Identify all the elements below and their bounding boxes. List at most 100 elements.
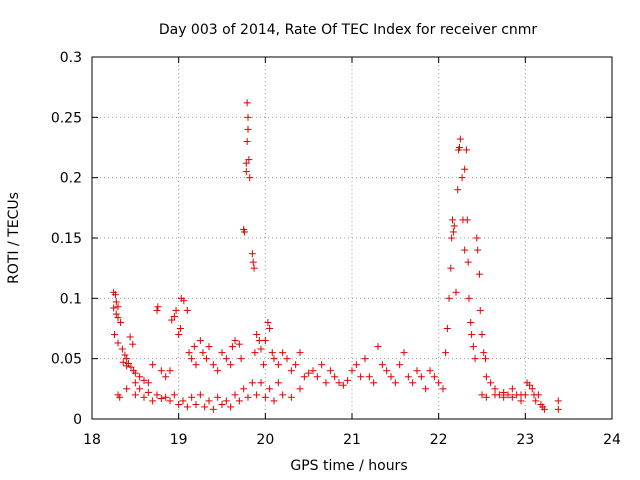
data-point xyxy=(192,401,200,409)
data-point xyxy=(144,388,152,396)
data-point xyxy=(176,325,184,332)
data-point xyxy=(266,385,274,393)
data-point xyxy=(279,391,287,399)
data-point xyxy=(482,393,490,401)
data-point xyxy=(218,349,226,357)
data-point xyxy=(228,343,236,351)
data-point xyxy=(471,355,479,363)
data-point xyxy=(426,367,434,375)
data-point xyxy=(463,216,471,224)
data-point xyxy=(445,294,453,302)
data-point xyxy=(261,337,269,345)
data-point xyxy=(183,403,191,411)
data-point xyxy=(154,303,162,311)
data-point xyxy=(476,306,484,314)
data-point xyxy=(456,135,464,143)
data-point xyxy=(508,385,516,393)
data-point xyxy=(114,314,122,322)
data-point xyxy=(478,391,486,399)
data-point xyxy=(442,349,450,357)
data-point xyxy=(296,385,304,393)
data-point xyxy=(357,373,365,381)
data-point xyxy=(526,381,534,389)
data-point xyxy=(140,376,148,384)
data-point xyxy=(175,331,183,339)
data-point xyxy=(192,361,200,369)
data-point xyxy=(257,379,265,387)
data-point xyxy=(162,373,170,381)
data-point xyxy=(260,361,268,369)
y-tick-label: 0.05 xyxy=(51,352,82,368)
data-point xyxy=(270,355,278,363)
data-point xyxy=(481,355,489,363)
data-point xyxy=(417,373,425,381)
data-point xyxy=(279,349,287,357)
data-point xyxy=(248,250,256,258)
data-point xyxy=(322,379,330,387)
data-point xyxy=(461,246,469,254)
data-point xyxy=(387,373,395,381)
data-point xyxy=(292,361,300,369)
data-point xyxy=(422,385,430,393)
data-point xyxy=(214,367,222,375)
x-tick-label: 19 xyxy=(170,432,188,448)
data-point xyxy=(528,385,536,393)
x-tick-label: 18 xyxy=(83,432,101,448)
data-point xyxy=(111,291,119,299)
data-point xyxy=(110,304,118,312)
data-point xyxy=(517,391,525,399)
data-point xyxy=(153,391,161,399)
x-tick-label: 20 xyxy=(256,432,274,448)
data-point xyxy=(318,361,326,369)
data-point xyxy=(218,401,226,409)
data-point xyxy=(487,379,495,387)
data-point xyxy=(242,159,250,167)
data-point xyxy=(469,343,477,351)
data-point xyxy=(352,361,360,369)
data-point xyxy=(365,373,373,381)
data-point xyxy=(131,391,139,399)
data-point xyxy=(172,306,180,314)
data-point xyxy=(361,355,369,363)
data-point xyxy=(257,345,265,353)
data-point xyxy=(190,343,198,351)
data-point xyxy=(374,343,382,351)
data-point xyxy=(153,306,161,314)
data-point xyxy=(465,294,473,302)
data-point xyxy=(287,393,295,401)
data-point xyxy=(383,367,391,375)
data-point xyxy=(222,397,230,405)
data-point xyxy=(126,333,134,341)
data-point xyxy=(209,361,217,369)
data-point xyxy=(439,385,447,393)
data-point xyxy=(504,391,512,399)
data-point xyxy=(227,403,235,411)
data-point xyxy=(554,397,562,405)
data-point xyxy=(199,349,207,357)
data-point xyxy=(517,397,525,405)
data-point xyxy=(270,397,278,405)
data-point xyxy=(131,379,139,387)
data-point xyxy=(112,310,120,318)
data-point xyxy=(458,174,466,182)
data-point xyxy=(175,401,183,409)
x-tick-label: 23 xyxy=(516,432,534,448)
chart-title: Day 003 of 2014, Rate Of TEC Index for r… xyxy=(159,22,538,38)
data-point xyxy=(196,337,204,345)
data-point xyxy=(300,373,308,381)
data-point xyxy=(231,337,239,345)
data-point xyxy=(222,355,230,363)
data-point xyxy=(250,264,258,272)
data-point xyxy=(454,186,462,194)
data-point xyxy=(467,318,475,326)
data-point xyxy=(554,405,562,413)
data-point xyxy=(127,363,135,371)
data-point xyxy=(532,397,540,405)
data-point xyxy=(287,367,295,375)
data-point xyxy=(491,391,499,399)
data-point xyxy=(443,325,451,332)
data-point xyxy=(149,397,157,405)
data-point xyxy=(188,355,196,363)
data-point xyxy=(246,174,254,182)
